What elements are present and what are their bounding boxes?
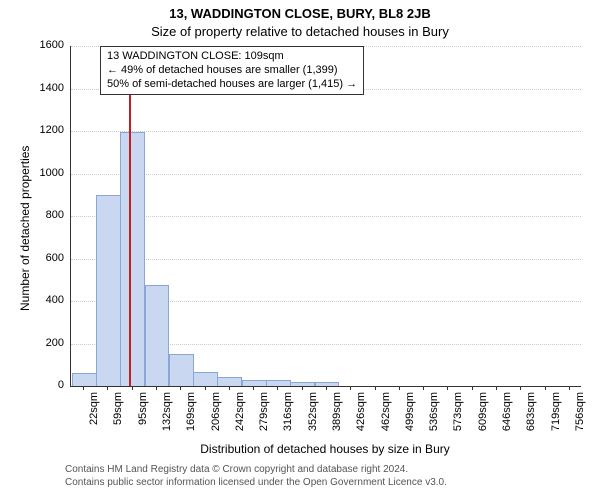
gridline xyxy=(71,131,581,132)
y-tick-label: 1000 xyxy=(30,167,64,179)
histogram-bar xyxy=(290,382,315,386)
x-tick-label: 426sqm xyxy=(355,392,367,438)
x-tick-label: 95sqm xyxy=(137,392,149,438)
x-tick-mark xyxy=(569,386,570,390)
x-tick-label: 169sqm xyxy=(185,392,197,438)
annotation-box: 13 WADDINGTON CLOSE: 109sqm ← 49% of det… xyxy=(100,46,364,95)
y-tick-label: 1600 xyxy=(30,39,64,51)
x-tick-mark xyxy=(229,386,230,390)
x-tick-mark xyxy=(472,386,473,390)
gridline xyxy=(71,259,581,260)
histogram-bar xyxy=(169,354,194,386)
x-tick-mark xyxy=(545,386,546,390)
annotation-line1: 13 WADDINGTON CLOSE: 109sqm xyxy=(107,50,357,64)
x-tick-mark xyxy=(423,386,424,390)
histogram-bar xyxy=(72,373,97,386)
x-tick-label: 499sqm xyxy=(404,392,416,438)
gridline xyxy=(71,216,581,217)
y-tick-label: 400 xyxy=(30,294,64,306)
x-tick-mark xyxy=(326,386,327,390)
y-tick-label: 1200 xyxy=(30,124,64,136)
y-tick-label: 1400 xyxy=(30,82,64,94)
x-tick-mark xyxy=(83,386,84,390)
y-tick-label: 0 xyxy=(30,379,64,391)
x-tick-mark xyxy=(205,386,206,390)
x-axis-label: Distribution of detached houses by size … xyxy=(70,442,580,456)
x-tick-label: 132sqm xyxy=(161,392,173,438)
x-tick-mark xyxy=(520,386,521,390)
chart-title-sub: Size of property relative to detached ho… xyxy=(0,24,600,39)
x-tick-mark xyxy=(302,386,303,390)
x-tick-mark xyxy=(399,386,400,390)
footer-line1: Contains HM Land Registry data © Crown c… xyxy=(65,464,408,475)
x-tick-mark xyxy=(107,386,108,390)
x-tick-label: 316sqm xyxy=(282,392,294,438)
annotation-line2: ← 49% of detached houses are smaller (1,… xyxy=(107,64,357,78)
x-tick-label: 683sqm xyxy=(525,392,537,438)
y-tick-label: 600 xyxy=(30,252,64,264)
gridline xyxy=(71,174,581,175)
x-tick-label: 206sqm xyxy=(210,392,222,438)
x-tick-mark xyxy=(447,386,448,390)
histogram-bar xyxy=(193,372,218,386)
x-tick-mark xyxy=(156,386,157,390)
chart-container: { "title_line1": "13, WADDINGTON CLOSE, … xyxy=(0,0,600,500)
x-tick-mark xyxy=(350,386,351,390)
annotation-line3: 50% of semi-detached houses are larger (… xyxy=(107,78,357,92)
reference-marker-line xyxy=(129,46,131,386)
histogram-bar xyxy=(217,377,242,386)
x-tick-label: 573sqm xyxy=(452,392,464,438)
y-tick-label: 200 xyxy=(30,337,64,349)
x-tick-label: 719sqm xyxy=(550,392,562,438)
x-tick-label: 609sqm xyxy=(477,392,489,438)
x-tick-mark xyxy=(375,386,376,390)
x-tick-mark xyxy=(277,386,278,390)
histogram-bar xyxy=(96,195,121,386)
x-tick-label: 59sqm xyxy=(112,392,124,438)
x-tick-label: 646sqm xyxy=(501,392,513,438)
plot-area xyxy=(70,46,581,387)
x-tick-mark xyxy=(253,386,254,390)
x-tick-label: 22sqm xyxy=(88,392,100,438)
y-tick-label: 800 xyxy=(30,209,64,221)
x-tick-mark xyxy=(132,386,133,390)
x-tick-label: 389sqm xyxy=(331,392,343,438)
x-tick-label: 536sqm xyxy=(428,392,440,438)
histogram-bar xyxy=(120,132,145,386)
footer-line2: Contains public sector information licen… xyxy=(65,477,447,488)
histogram-bar xyxy=(145,285,170,386)
chart-title-address: 13, WADDINGTON CLOSE, BURY, BL8 2JB xyxy=(0,6,600,21)
x-tick-label: 279sqm xyxy=(258,392,270,438)
x-tick-mark xyxy=(496,386,497,390)
x-tick-mark xyxy=(180,386,181,390)
x-tick-label: 756sqm xyxy=(574,392,586,438)
x-tick-label: 462sqm xyxy=(380,392,392,438)
x-tick-label: 242sqm xyxy=(234,392,246,438)
x-tick-label: 352sqm xyxy=(307,392,319,438)
